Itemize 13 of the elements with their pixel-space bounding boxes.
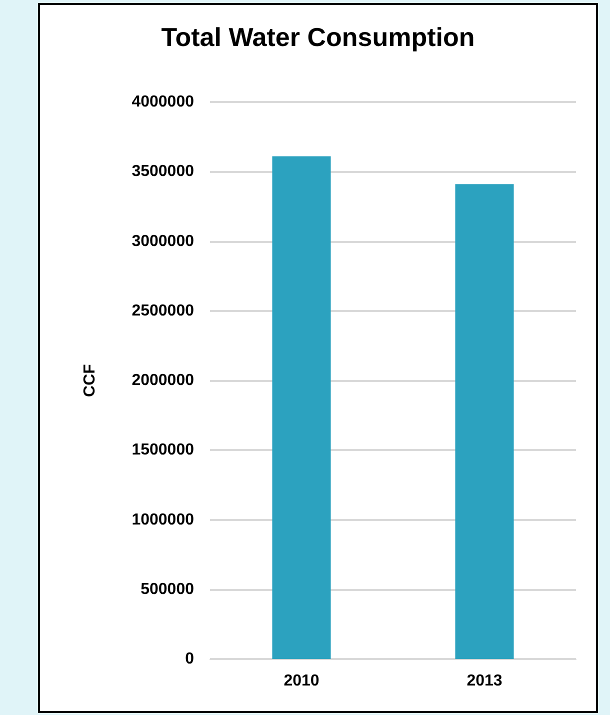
y-tick-label: 2000000	[132, 372, 194, 389]
y-tick-label: 1000000	[132, 511, 194, 528]
y-tick-label: 0	[185, 650, 194, 668]
y-tick-label: 4000000	[132, 94, 194, 110]
y-tick-label: 3000000	[132, 232, 194, 250]
y-tick-label: 3500000	[132, 163, 194, 180]
y-tick-label: 1500000	[132, 442, 194, 459]
y-tick-label: 500000	[140, 580, 194, 598]
y-tick-label: 2500000	[132, 302, 194, 320]
x-tick-label: 2013	[466, 672, 502, 690]
chart-title: Total Water Consumption	[161, 22, 475, 52]
x-tick-label: 2010	[284, 672, 320, 690]
y-axis-title: CCF	[82, 364, 98, 397]
